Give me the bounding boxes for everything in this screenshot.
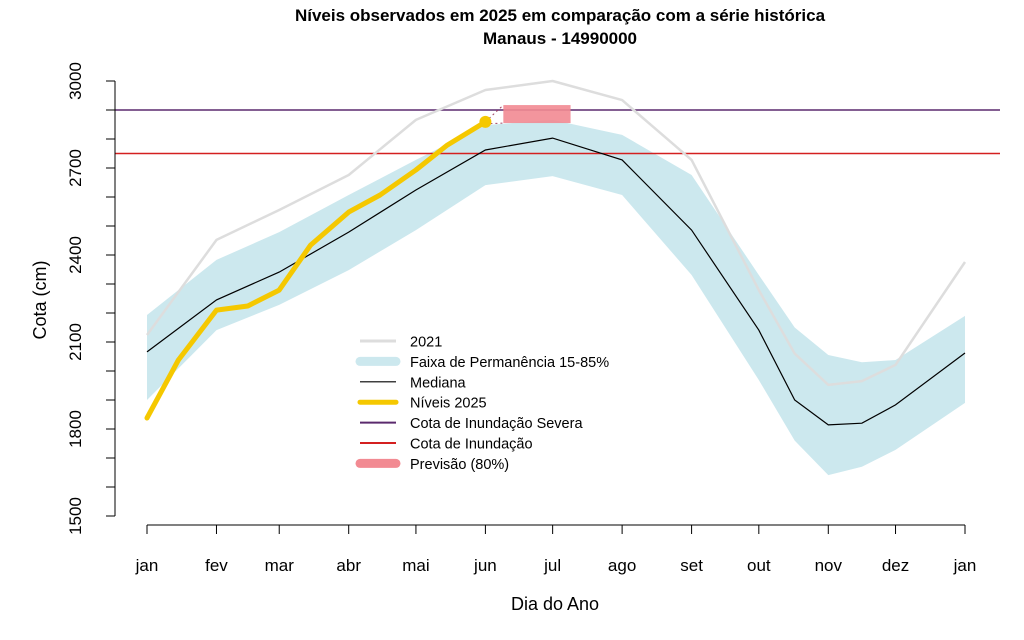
forecast-upper-projection xyxy=(485,104,504,123)
series-2021-line xyxy=(145,79,967,387)
x-tick-label: fev xyxy=(205,556,228,575)
x-tick-label: jan xyxy=(953,556,977,575)
chart-subtitle: Manaus - 14990000 xyxy=(483,29,637,48)
y-tick-label: 3000 xyxy=(66,62,85,100)
x-tick-label: mar xyxy=(265,556,295,575)
legend-label: Cota de Inundação xyxy=(410,437,533,453)
x-tick-label: nov xyxy=(815,556,843,575)
x-tick-label: jun xyxy=(473,556,497,575)
levels-2025-last-point xyxy=(479,115,492,128)
legend-label: Cota de Inundação Severa xyxy=(410,416,583,432)
legend-label: Níveis 2025 xyxy=(410,396,487,412)
legend-label: 2021 xyxy=(410,335,442,351)
x-tick-label: jul xyxy=(543,556,561,575)
y-tick-label: 2100 xyxy=(66,323,85,361)
y-tick-label: 1800 xyxy=(66,410,85,448)
x-tick-label: mai xyxy=(402,556,429,575)
x-tick-label: jan xyxy=(135,556,159,575)
legend-label: Mediana xyxy=(410,375,467,391)
x-tick-label: out xyxy=(747,556,771,575)
x-tick-label: ago xyxy=(608,556,636,575)
y-tick-label: 2700 xyxy=(66,149,85,187)
y-axis-label: Cota (cm) xyxy=(30,260,50,339)
y-tick-label: 1500 xyxy=(66,497,85,535)
y-tick-label: 2400 xyxy=(66,236,85,274)
forecast-box xyxy=(503,105,571,124)
x-tick-label: dez xyxy=(882,556,909,575)
legend-label: Faixa de Permanência 15-85% xyxy=(410,355,609,371)
levels-2025-line xyxy=(144,119,488,421)
x-tick-label: set xyxy=(680,556,703,575)
legend-label: Previsão (80%) xyxy=(410,457,509,473)
x-axis-label: Dia do Ano xyxy=(511,594,599,614)
x-tick-label: abr xyxy=(336,556,361,575)
chart-title: Níveis observados em 2025 em comparação … xyxy=(295,6,826,25)
